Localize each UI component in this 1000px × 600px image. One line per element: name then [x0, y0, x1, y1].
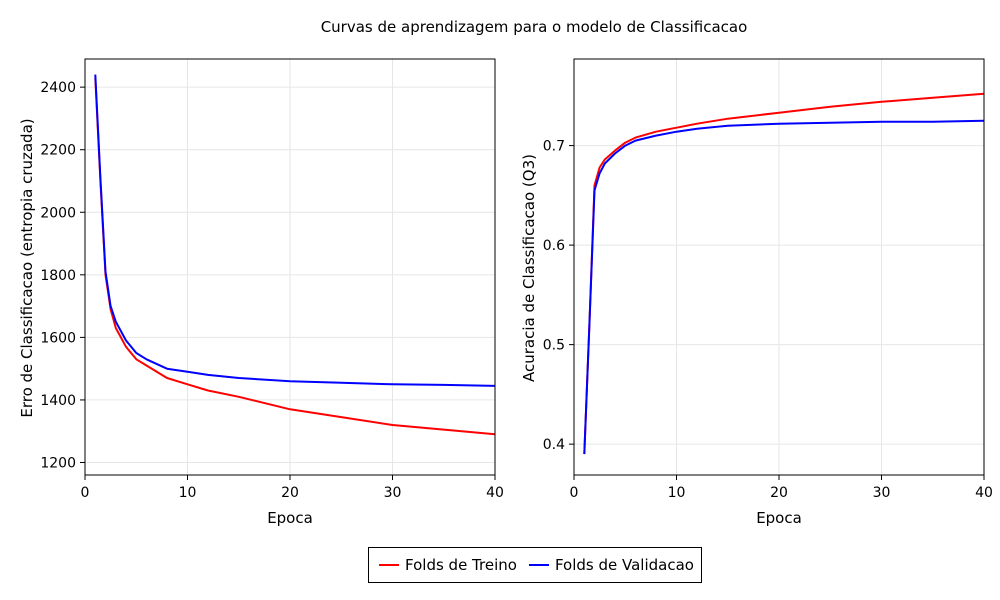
y-tick-label: 2200 — [40, 143, 76, 159]
series-line-validacao — [583, 119, 985, 455]
legend-label-validacao: Folds de Validacao — [554, 556, 694, 574]
x-tick-label: 20 — [770, 485, 788, 501]
legend: Folds de Treino Folds de Validacao — [368, 547, 702, 583]
y-tick-label: 2400 — [40, 80, 76, 96]
x-tick-label: 40 — [975, 485, 993, 501]
legend-label-treino: Folds de Treino — [405, 556, 517, 574]
left-ylabel: Erro de Classificacao (entropia cruzada) — [18, 118, 36, 417]
y-tick-label: 1400 — [40, 393, 76, 409]
legend-item-treino: Folds de Treino — [379, 556, 517, 574]
legend-swatch-treino — [379, 564, 399, 566]
y-tick-label: 0.5 — [543, 338, 565, 354]
x-tick-label: 0 — [81, 485, 90, 501]
y-tick-label: 0.7 — [543, 139, 565, 155]
chart-title: Curvas de aprendizagem para o modelo de … — [321, 18, 748, 36]
x-tick-label: 30 — [384, 485, 402, 501]
right-panel: Epoca Acuracia de Classificacao (Q3) 0 10… — [520, 58, 993, 527]
right-ylabel: Acuracia de Classificacao (Q3) — [520, 154, 538, 382]
x-tick-label: 20 — [281, 485, 299, 501]
legend-swatch-validacao — [528, 564, 549, 566]
y-tick-label: 2000 — [40, 205, 76, 221]
y-tick-label: 1600 — [40, 330, 76, 346]
y-tick-label: 1200 — [40, 455, 76, 471]
x-tick-label: 10 — [668, 485, 686, 501]
y-tick-label: 0.4 — [543, 437, 565, 453]
series-line-validacao — [94, 74, 496, 387]
y-tick-label: 0.6 — [543, 238, 565, 254]
x-tick-label: 40 — [486, 485, 504, 501]
x-tick-label: 0 — [570, 485, 579, 501]
left-xlabel: Epoca — [267, 509, 313, 527]
x-tick-label: 30 — [873, 485, 891, 501]
x-tick-label: 10 — [179, 485, 197, 501]
y-tick-label: 1800 — [40, 268, 76, 284]
series-line-treino — [583, 92, 985, 455]
right-xlabel: Epoca — [756, 509, 802, 527]
left-panel: Epoca Erro de Classificacao (entropia cr… — [18, 58, 504, 527]
legend-item-validacao: Folds de Validacao — [528, 556, 694, 574]
